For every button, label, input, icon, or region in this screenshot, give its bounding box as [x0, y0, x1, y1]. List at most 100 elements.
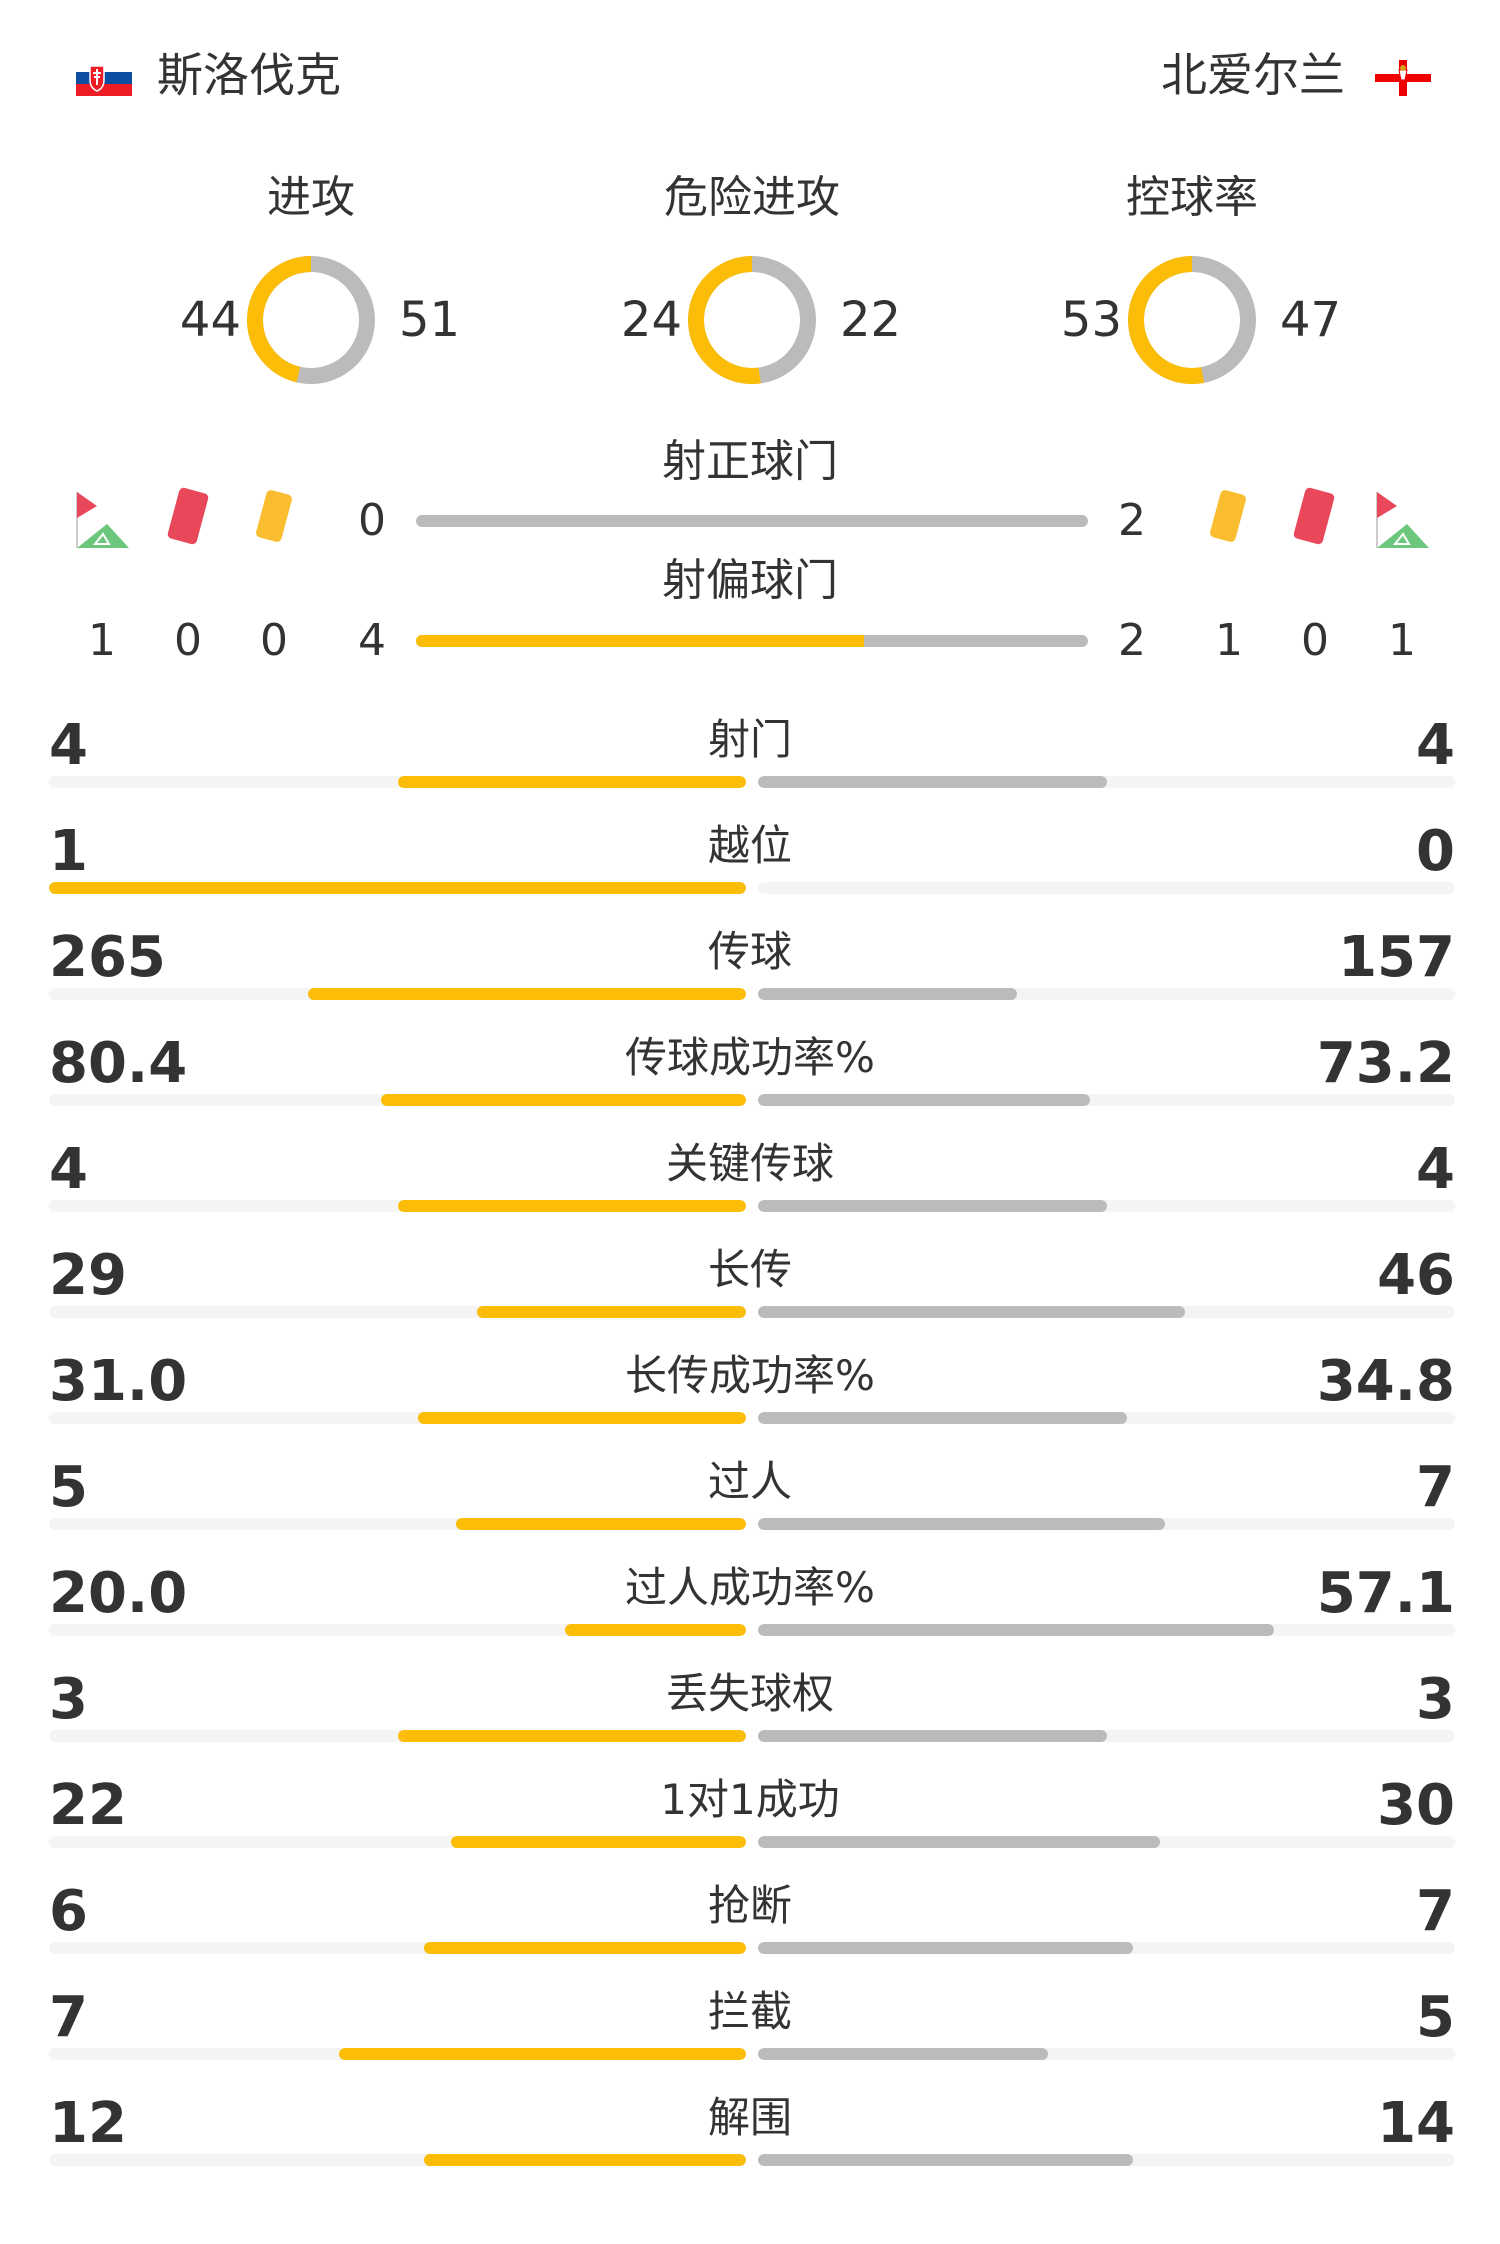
stat-home-track	[49, 882, 746, 894]
donut-away-value: 47	[1280, 292, 1342, 348]
stat-label: 传球成功率%	[625, 1033, 875, 1082]
donut-title: 危险进攻	[664, 172, 840, 223]
stat-home-track	[49, 1200, 746, 1212]
stat-away-bar	[758, 2154, 1134, 2166]
stat-label: 长传	[707, 1245, 792, 1294]
stat-away-track	[758, 2154, 1455, 2166]
stat-label: 过人成功率%	[625, 1563, 875, 1612]
stat-home-bar	[397, 1730, 746, 1742]
stat-away-bar	[758, 1836, 1161, 1848]
stat-home-value: 1	[49, 819, 88, 884]
stat-home-track	[49, 2048, 746, 2060]
stat-away-value: 46	[1377, 1243, 1455, 1308]
stat-label: 射门	[707, 715, 792, 764]
stat-label: 关键传球	[665, 1139, 834, 1188]
stat-home-value: 5	[49, 1455, 88, 1520]
stat-row: 12 解围 14	[0, 2078, 1500, 2184]
stat-away-track	[758, 1942, 1455, 1954]
home-corners-count: 1	[88, 615, 116, 666]
stat-label: 长传成功率%	[625, 1351, 875, 1400]
stat-home-value: 20.0	[49, 1561, 188, 1626]
northern-ireland-flag-icon	[1375, 60, 1431, 96]
donut-home-arc	[247, 256, 375, 384]
stat-row: 7 拦截 5	[0, 1972, 1500, 2078]
donut-chart	[688, 256, 816, 384]
stat-row: 4 射门 4	[0, 700, 1500, 806]
stat-home-value: 3	[49, 1667, 88, 1732]
stat-row: 4 关键传球 4	[0, 1124, 1500, 1230]
stat-home-bar	[397, 1200, 746, 1212]
shots-on-away-value: 2	[1118, 495, 1146, 546]
stat-row: 6 抢断 7	[0, 1866, 1500, 1972]
donut-away-value: 51	[399, 292, 461, 348]
stat-home-value: 4	[49, 1137, 88, 1202]
away-corners-count: 1	[1388, 615, 1416, 666]
yellow-card-icon	[256, 490, 292, 542]
donut-title: 控球率	[1126, 172, 1258, 223]
stat-home-value: 80.4	[49, 1031, 188, 1096]
stat-home-value: 22	[49, 1773, 127, 1838]
home-team-name: 斯洛伐克	[157, 48, 341, 102]
corner-flag-icon	[1376, 492, 1429, 548]
stat-away-bar	[758, 1730, 1107, 1742]
donut-chart	[1128, 256, 1256, 384]
stat-home-value: 4	[49, 713, 88, 778]
yellow-card-icon	[1210, 490, 1246, 542]
stat-row: 20.0 过人成功率% 57.1	[0, 1548, 1500, 1654]
stat-home-bar	[424, 1942, 746, 1954]
stat-home-value: 31.0	[49, 1349, 188, 1414]
stat-home-value: 12	[49, 2091, 127, 2156]
stat-row: 5 过人 7	[0, 1442, 1500, 1548]
stat-away-bar	[758, 1094, 1091, 1106]
away-yellow-cards-count: 1	[1215, 615, 1243, 666]
stat-away-track	[758, 1306, 1455, 1318]
stat-label: 越位	[707, 821, 792, 870]
stat-home-track	[49, 1836, 746, 1848]
stat-label: 解围	[707, 2093, 792, 2142]
shots-off-target-label: 射偏球门	[662, 555, 838, 606]
stat-home-track	[49, 1730, 746, 1742]
shots-off-home-fill	[416, 635, 864, 647]
stat-label: 丢失球权	[665, 1669, 834, 1718]
donut-home-value: 53	[1060, 292, 1122, 348]
stat-home-bar	[476, 1306, 746, 1318]
stat-away-value: 30	[1377, 1773, 1455, 1838]
stat-away-bar	[758, 776, 1107, 788]
stat-away-track	[758, 882, 1455, 894]
stat-row: 3 丢失球权 3	[0, 1654, 1500, 1760]
stat-away-value: 3	[1416, 1667, 1455, 1732]
stat-away-bar	[758, 1306, 1186, 1318]
stat-away-track	[758, 2048, 1455, 2060]
stat-home-track	[49, 988, 746, 1000]
stat-away-bar	[758, 2048, 1049, 2060]
shots-on-target-label: 射正球门	[662, 436, 838, 487]
stat-home-bar	[397, 776, 746, 788]
stat-home-value: 265	[49, 925, 166, 990]
stat-label: 传球	[707, 927, 792, 976]
stat-home-track	[49, 2154, 746, 2166]
donut-away-value: 22	[840, 292, 902, 348]
stat-away-value: 7	[1416, 1455, 1455, 1520]
shots-on-home-value: 0	[358, 495, 386, 546]
stat-away-value: 4	[1416, 713, 1455, 778]
stat-home-bar	[49, 882, 746, 894]
away-team-name: 北爱尔兰	[1161, 48, 1345, 102]
stat-home-track	[49, 1518, 746, 1530]
stat-away-track	[758, 776, 1455, 788]
shots-on-bar	[416, 515, 1088, 527]
stat-row: 80.4 传球成功率% 73.2	[0, 1018, 1500, 1124]
stat-home-bar	[424, 2154, 746, 2166]
stat-home-track	[49, 1094, 746, 1106]
stat-home-track	[49, 1624, 746, 1636]
stat-home-bar	[381, 1094, 746, 1106]
stat-label: 拦截	[707, 1987, 792, 2036]
stat-row: 31.0 长传成功率% 34.8	[0, 1336, 1500, 1442]
stat-away-track	[758, 1836, 1455, 1848]
stat-home-track	[49, 1306, 746, 1318]
stat-away-value: 73.2	[1316, 1031, 1455, 1096]
corner-flag-icon	[76, 492, 129, 548]
donut-home-value: 44	[179, 292, 241, 348]
stat-away-bar	[758, 1624, 1275, 1636]
shots-off-bar	[416, 635, 1088, 647]
shots-off-away-value: 2	[1118, 615, 1146, 666]
